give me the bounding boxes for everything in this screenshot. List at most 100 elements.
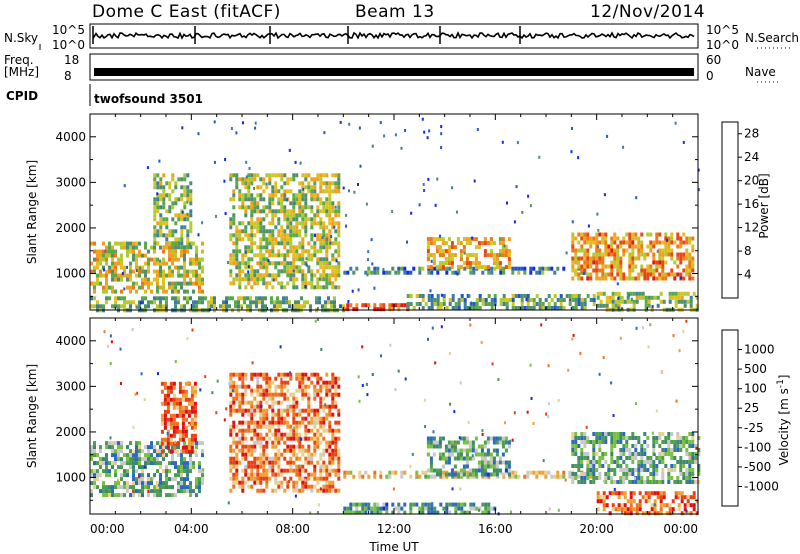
- echo-cell: [313, 221, 317, 226]
- noise-cell: [513, 220, 516, 224]
- echo-cell: [259, 241, 263, 246]
- echo-cell: [502, 474, 506, 479]
- echo-cell: [171, 257, 174, 262]
- echo-cell: [163, 437, 167, 442]
- echo-cell: [96, 273, 99, 278]
- echo-cell: [174, 300, 177, 305]
- echo-cell: [652, 436, 656, 440]
- echo-cell: [610, 240, 614, 245]
- echo-cell: [286, 209, 290, 214]
- echo-cell: [153, 261, 156, 266]
- echo-cell: [659, 491, 663, 496]
- echo-cell: [250, 245, 254, 250]
- echo-cell: [268, 468, 272, 473]
- echo-cell: [172, 381, 176, 386]
- echo-cell: [577, 444, 581, 448]
- echo-cell: [301, 257, 305, 262]
- echo-cell: [168, 209, 172, 214]
- echo-cell: [235, 253, 239, 258]
- echo-cell: [583, 476, 587, 480]
- echo-cell: [322, 416, 326, 421]
- echo-cell: [90, 481, 93, 486]
- echo-cell: [177, 273, 180, 278]
- echo-cell: [358, 502, 362, 507]
- echo-cell: [397, 506, 401, 511]
- echo-cell: [229, 221, 233, 226]
- echo-cell: [586, 240, 590, 245]
- echo-cell: [235, 372, 239, 377]
- echo-cell: [400, 470, 404, 475]
- echo-cell: [183, 485, 186, 490]
- echo-cell: [162, 481, 165, 486]
- echo-cell: [385, 474, 389, 479]
- echo-cell: [695, 295, 699, 300]
- echo-cell: [259, 472, 263, 477]
- echo-cell: [244, 472, 248, 477]
- echo-cell: [289, 456, 293, 461]
- echo-cell: [183, 217, 187, 222]
- noise-cell: [677, 496, 680, 500]
- echo-cell: [463, 306, 467, 310]
- noise-cell: [260, 404, 263, 408]
- echo-cell: [210, 296, 213, 301]
- echo-cell: [280, 372, 284, 377]
- echo-cell: [247, 197, 251, 202]
- echo-cell: [229, 460, 233, 465]
- echo-cell: [664, 252, 668, 257]
- echo-cell: [328, 181, 332, 186]
- echo-cell: [232, 189, 236, 194]
- echo-cell: [259, 217, 263, 222]
- echo-cell: [471, 261, 475, 266]
- echo-cell: [111, 289, 114, 294]
- echo-cell: [321, 304, 324, 309]
- echo-cell: [313, 464, 317, 469]
- echo-cell: [583, 256, 587, 261]
- echo-cell: [334, 285, 338, 290]
- echo-cell: [232, 193, 236, 198]
- echo-cell: [232, 400, 236, 405]
- echo-cell: [619, 480, 623, 484]
- echo-cell: [189, 229, 193, 234]
- echo-cell: [391, 307, 395, 312]
- echo-cell: [310, 189, 314, 194]
- echo-cell: [631, 276, 635, 281]
- time-axis: 00:00 04:00 08:00 12:00 16:00 20:00 00:00: [89, 114, 699, 536]
- echo-cell: [480, 468, 484, 473]
- echo-cell: [658, 240, 662, 245]
- echo-cell: [144, 269, 147, 274]
- echo-cell: [241, 440, 245, 445]
- echo-cell: [319, 185, 323, 190]
- echo-cell: [475, 298, 479, 302]
- echo-cell: [472, 506, 476, 511]
- echo-cell: [442, 298, 446, 302]
- echo-cell: [674, 495, 678, 500]
- echo-cell: [364, 510, 368, 515]
- echo-cell: [150, 481, 153, 486]
- echo-cell: [492, 257, 496, 262]
- echo-cell: [632, 291, 636, 296]
- echo-cell: [617, 495, 621, 500]
- echo-cell: [613, 236, 617, 241]
- echo-cell: [313, 273, 317, 278]
- echo-cell: [180, 193, 184, 198]
- echo-cell: [159, 225, 163, 230]
- echo-cell: [550, 474, 554, 479]
- echo-cell: [265, 273, 269, 278]
- echo-cell: [547, 302, 551, 306]
- echo-cell: [165, 481, 168, 486]
- echo-cell: [280, 173, 284, 178]
- echo-cell: [637, 452, 641, 456]
- echo-cell: [625, 468, 629, 472]
- echo-cell: [229, 464, 233, 469]
- echo-cell: [373, 502, 377, 507]
- echo-cell: [331, 273, 335, 278]
- echo-cell: [180, 237, 184, 242]
- noise-cell: [228, 382, 231, 386]
- echo-cell: [120, 441, 123, 446]
- echo-cell: [319, 285, 323, 290]
- echo-cell: [637, 472, 641, 476]
- echo-cell: [298, 444, 302, 449]
- echo-cell: [229, 237, 233, 242]
- echo-cell: [286, 408, 290, 413]
- echo-cell: [256, 217, 260, 222]
